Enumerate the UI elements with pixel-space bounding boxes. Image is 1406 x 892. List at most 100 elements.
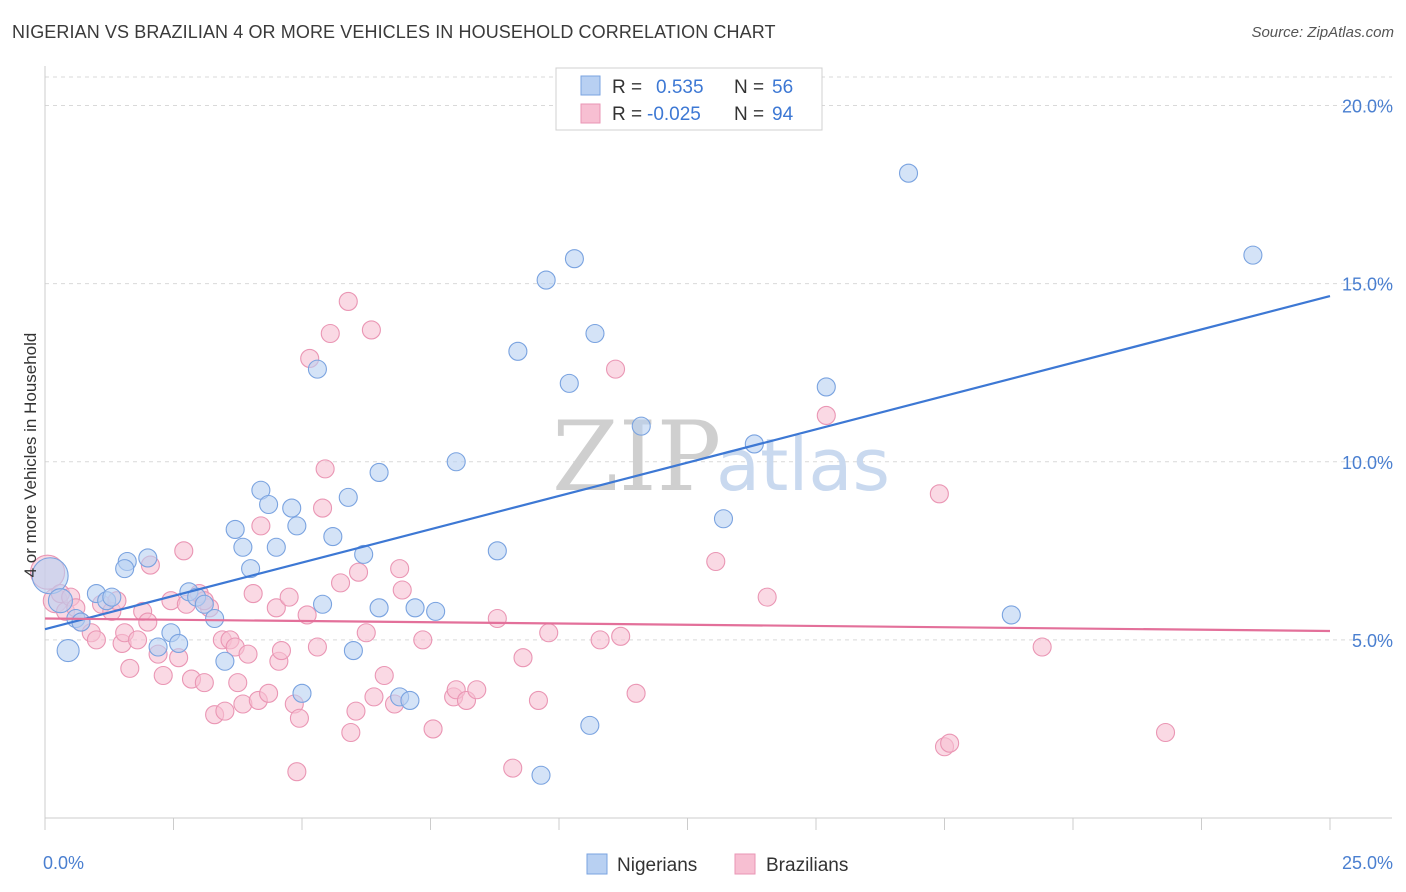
nigerians-point [580,715,600,735]
nigerians-point [487,541,507,561]
nigerians-point [115,559,135,579]
brazilians-point [153,665,173,686]
brazilians-point [816,405,836,425]
correlation-legend: R = 0.535 N = 56 R = -0.025 N = 94 [555,67,823,131]
brazilians-point [390,559,410,579]
brazilians-point [271,641,291,661]
brazilians-point [503,758,523,778]
nigerians-point [531,765,551,785]
nigerians-point [241,559,261,579]
nigerians-point [259,494,279,515]
nigerians-point [338,487,358,507]
brazilians-point [297,605,317,625]
nigerians-point [564,249,584,269]
brazilians-point [320,323,340,344]
brazilians-point [338,291,358,311]
source-label: Source: ZipAtlas.com [1251,24,1394,41]
legend-n-value-2: 94 [772,104,794,125]
brazilians-point [513,648,533,668]
brazilians-point [138,612,158,632]
nigerians-point [536,270,556,290]
x-tick-label-min: 0.0% [43,853,84,873]
legend-n-label-2: N = [734,104,764,125]
brazilians-point [341,722,361,743]
brazilians-point [259,683,279,703]
brazilians-point [313,498,333,518]
nigerians-point [446,452,466,472]
brazilians-point [1032,637,1052,657]
nigerians-point [205,608,225,629]
brazilians-point [127,630,148,650]
brazilians-point [266,598,286,618]
nigerians-point [369,462,389,482]
brazilians-points [30,291,1176,782]
nigerians-point [138,548,158,568]
nigerians-point [148,637,168,657]
nigerians-point [369,598,389,618]
brazilians-point [590,630,610,650]
brazilians-point [307,637,327,657]
legend-swatch-brazilians [580,103,601,124]
brazilians-point [374,665,394,686]
nigerians-point [508,341,528,361]
brazilians-point [929,484,949,504]
nigerians-point [323,527,343,547]
nigerians-point [307,359,327,379]
brazilians-point [287,762,307,782]
nigerians-point [631,416,651,436]
nigerians-point [400,690,420,710]
nigerians-point [713,509,734,529]
brazilians-point [611,626,631,646]
nigerians-point [559,373,579,393]
series-legend-swatch-brazilians [734,853,756,875]
brazilians-point [361,320,381,340]
brazilians-point [289,708,309,728]
nigerians-point [225,519,245,539]
brazilians-point [706,551,726,572]
nigerians-point [405,598,425,618]
brazilians-point [346,701,366,721]
brazilians-point [467,680,487,700]
nigerians-point [233,537,253,557]
brazilians-point [364,687,384,707]
y-tick-label-15: 15.0% [1342,275,1393,295]
brazilians-point [605,359,626,379]
nigerians-point [56,639,80,663]
brazilians-point [315,459,335,479]
brazilians-point [238,644,258,664]
legend-n-label-1: N = [734,77,764,98]
nigerians-point [102,587,122,607]
legend-r-label-2: R = [612,104,642,125]
nigerians-trend-line [44,295,1331,631]
nigerians-point [898,163,919,183]
nigerians-point [47,588,73,614]
nigerians-point [266,537,286,557]
nigerians-point [343,641,363,661]
nigerians-point [282,498,302,518]
nigerians-point [215,651,235,671]
watermark-atlas: atlas [716,423,890,507]
watermark: ZIP atlas [552,401,890,513]
tick-labels: 5.0% 10.0% 15.0% 20.0% 0.0% 25.0% [43,97,1393,874]
brazilians-point [228,673,248,693]
nigerians-point [287,516,307,536]
nigerians-point [1001,605,1021,625]
brazilians-point [940,733,960,753]
y-axis-title: 4 or more Vehicles in Household [21,333,40,578]
chart-title: NIGERIAN VS BRAZILIAN 4 OR MORE VEHICLES… [12,22,776,42]
brazilians-point [413,630,433,650]
x-tick-label-max: 25.0% [1342,853,1393,873]
nigerians-point [354,544,374,564]
brazilians-point [528,690,548,710]
brazilians-point [120,658,140,678]
series-legend: Nigerians Brazilians [586,853,848,876]
legend-swatch-nigerians [580,75,601,96]
brazilians-point [356,623,376,643]
legend-n-value-1: 56 [772,77,793,98]
nigerians-point [194,594,214,614]
brazilians-point [348,562,369,582]
nigerians-points [31,163,1263,785]
brazilians-point [251,516,271,536]
y-tick-label-10: 10.0% [1342,453,1393,473]
